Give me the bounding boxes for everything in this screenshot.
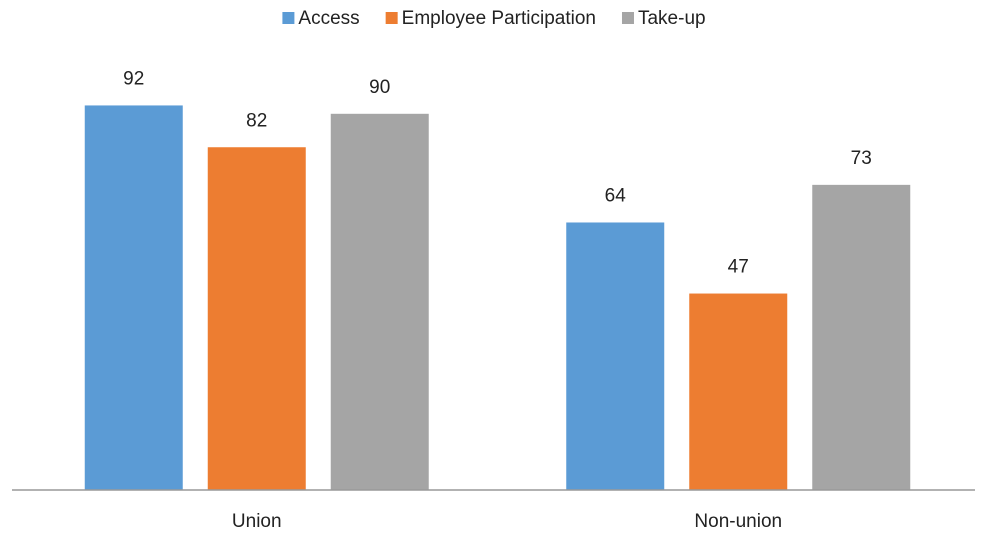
legend-swatch: [282, 12, 295, 24]
data-label: 92: [123, 68, 144, 89]
bar: [330, 113, 429, 491]
bar: [689, 293, 788, 490]
legend-label: Employee Participation: [402, 8, 596, 29]
data-label: 47: [728, 257, 749, 278]
bar: [812, 184, 911, 491]
legend-label: Take-up: [638, 8, 706, 29]
bar: [84, 105, 183, 490]
legend-label: Access: [298, 8, 359, 29]
data-label: 73: [851, 148, 872, 169]
data-label: 90: [369, 77, 390, 98]
x-tick-label: Union: [232, 511, 282, 532]
bar: [207, 147, 306, 491]
legend-swatch: [385, 12, 398, 24]
legend-swatch: [621, 12, 634, 24]
bar: [566, 222, 665, 491]
data-label: 82: [246, 110, 267, 131]
x-tick-label: Non-union: [694, 511, 782, 532]
data-label: 64: [605, 185, 627, 206]
